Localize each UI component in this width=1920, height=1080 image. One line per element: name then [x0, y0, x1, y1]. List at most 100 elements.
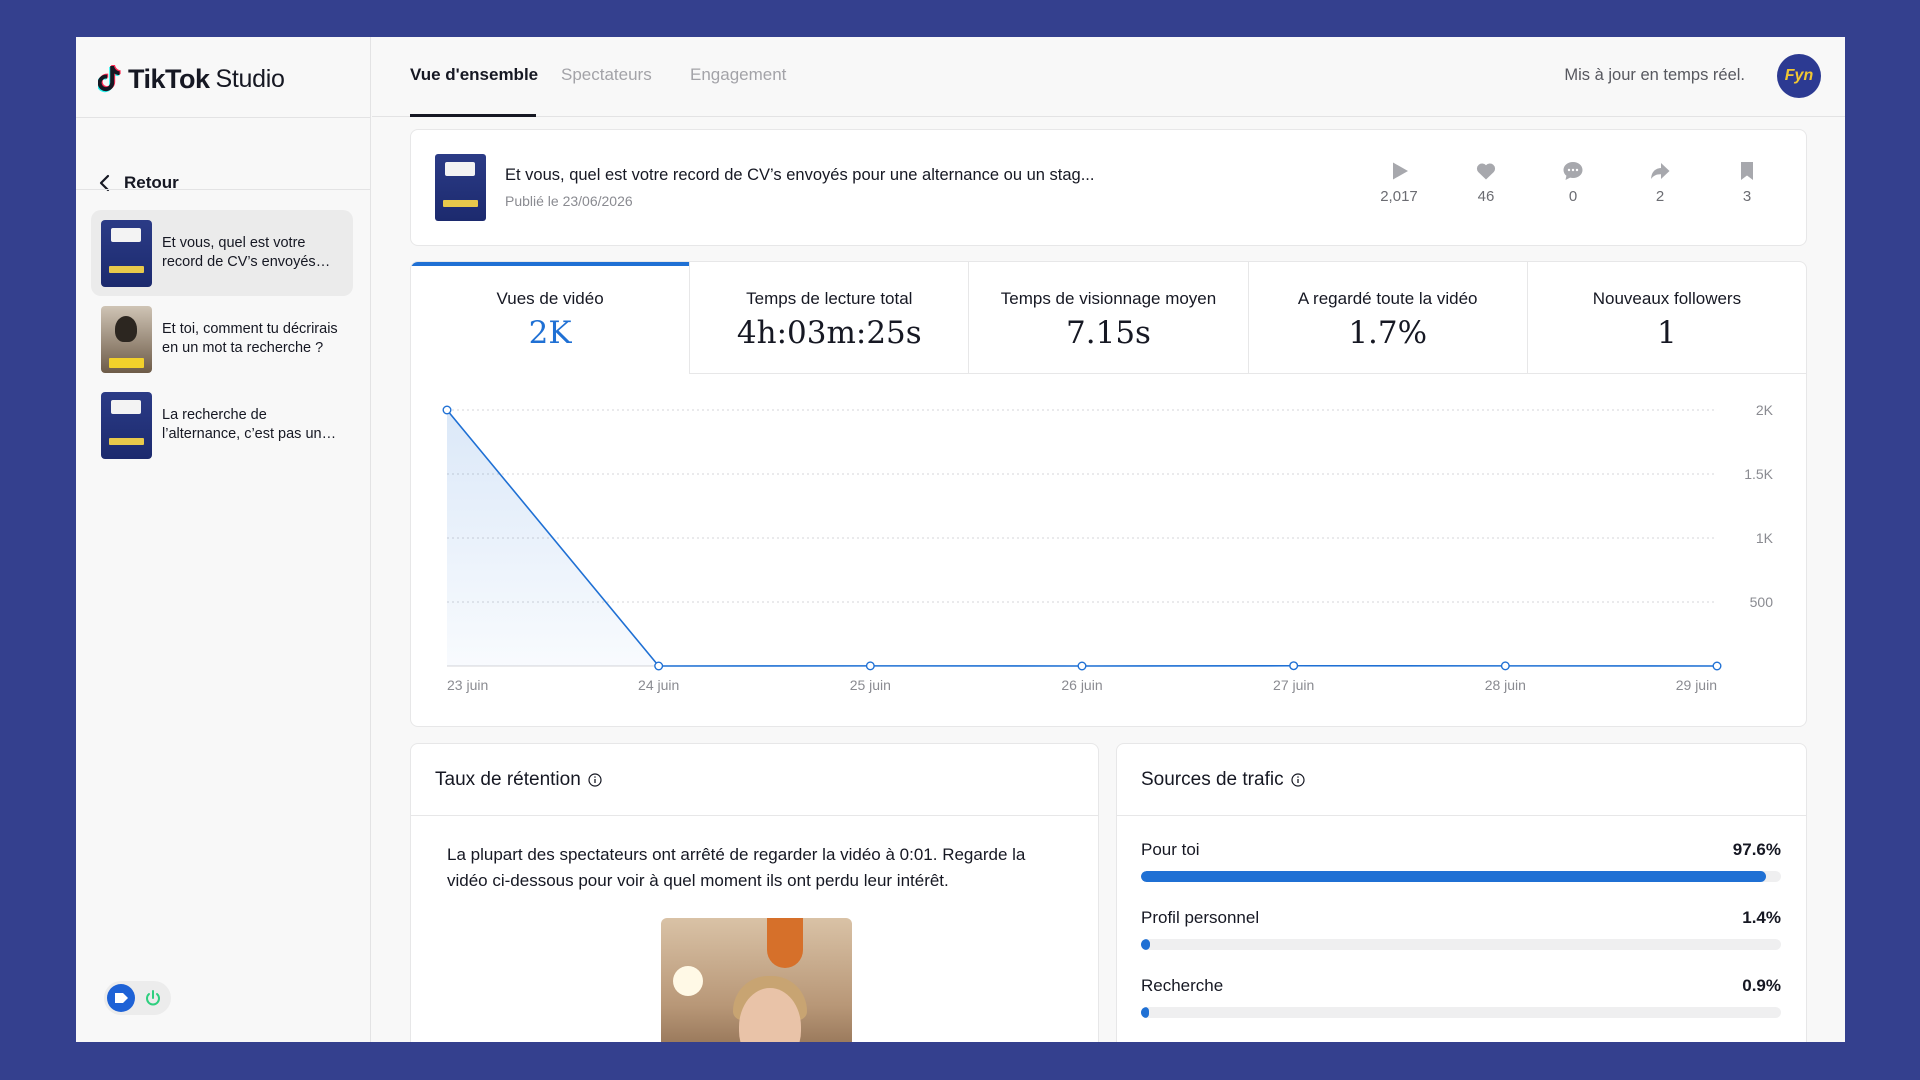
chart-x-tick-label: 24 juin: [638, 677, 679, 693]
traffic-bar-track: [1141, 871, 1781, 882]
views-stat: 2,017: [1369, 160, 1429, 206]
chart-area: [447, 410, 1717, 666]
retention-title: Taux de rétention: [435, 768, 581, 790]
power-icon[interactable]: [141, 986, 165, 1010]
chart-data-point: [654, 661, 664, 671]
extension-toolbar: [104, 981, 171, 1015]
traffic-bar-track: [1141, 1007, 1781, 1018]
metric-new-followers[interactable]: Nouveaux followers 1: [1527, 262, 1806, 374]
chart-y-tick-label: 1.5K: [1744, 466, 1773, 482]
post-date: Publié le 23/06/2026: [505, 193, 633, 209]
video-list-item[interactable]: Et toi, comment tu décrirais en un mot t…: [91, 296, 353, 382]
share-icon: [1651, 163, 1670, 179]
extension-icon[interactable]: [107, 984, 135, 1012]
chart-y-tick-label: 1K: [1756, 530, 1774, 546]
video-thumbnail: [101, 305, 152, 373]
tab-engagement[interactable]: Engagement: [690, 65, 787, 84]
metric-value: 1: [1657, 315, 1677, 351]
chevron-left-icon: [99, 174, 110, 192]
video-title: Et toi, comment tu décrirais en un mot t…: [162, 321, 338, 356]
tab-viewers[interactable]: Spectateurs: [561, 65, 652, 84]
chart-x-tick-label: 28 juin: [1485, 677, 1526, 693]
metric-total-play-time[interactable]: Temps de lecture total 4h:03m:25s: [690, 262, 970, 374]
heart-icon: [1476, 163, 1496, 180]
metric-watched-full-video[interactable]: A regardé toute la vidéo 1.7%: [1248, 262, 1528, 374]
metric-value: 7.15s: [1066, 315, 1151, 351]
traffic-source-row: Recherche 0.9%: [1141, 976, 1781, 1018]
chart-x-tick-label: 29 juin: [1676, 677, 1717, 693]
video-frame-lamp-shade: [767, 918, 803, 968]
video-title: Et vous, quel est votre record de CV’s e…: [162, 235, 316, 270]
retention-header: Taux de rétention: [411, 744, 1098, 816]
tiktok-studio-logo[interactable]: TikTok Studio: [98, 61, 285, 97]
traffic-bar-track: [1141, 939, 1781, 950]
app-window: TikTok Studio Retour Et vous, quel est v…: [76, 37, 1845, 1042]
video-frame-lamp: [673, 966, 703, 996]
traffic-title: Sources de trafic: [1141, 768, 1284, 790]
back-button[interactable]: Retour: [98, 173, 179, 193]
brand-name: TikTok: [128, 63, 210, 94]
chart-x-tick-label: 26 juin: [1061, 677, 1102, 693]
play-icon: [1393, 162, 1408, 180]
sidebar-divider: [76, 117, 371, 118]
chart-data-point: [1077, 661, 1087, 671]
chart-data-point: [865, 661, 875, 671]
retention-description: La plupart des spectateurs ont arrêté de…: [447, 845, 1026, 890]
traffic-header: Sources de trafic: [1117, 744, 1806, 816]
chart-y-tick-label: 500: [1750, 594, 1774, 610]
comments-count: 0: [1568, 188, 1578, 205]
traffic-bar-fill: [1141, 871, 1766, 882]
avatar[interactable]: Fyn: [1777, 54, 1821, 98]
shares-count: 2: [1655, 188, 1665, 205]
tiktok-logo-icon: [98, 65, 121, 93]
metric-video-views[interactable]: Vues de vidéo 2K: [411, 262, 691, 374]
metric-value: 4h:03m:25s: [736, 315, 922, 351]
metric-label: A regardé toute la vidéo: [1297, 289, 1478, 308]
play-badge-icon: [115, 993, 128, 1003]
likes-count: 46: [1477, 188, 1495, 205]
retention-card: Taux de rétention La plupart des spectat…: [410, 743, 1099, 1042]
likes-stat: 46: [1456, 160, 1516, 206]
traffic-source-label: Profil personnel: [1141, 908, 1260, 927]
retention-video-player[interactable]: [661, 918, 852, 1042]
realtime-status: Mis à jour en temps réel.: [1564, 66, 1745, 84]
traffic-source-percent: 1.4%: [1742, 908, 1781, 927]
video-list-item[interactable]: Et vous, quel est votre record de CV’s e…: [91, 210, 353, 296]
metrics-tabs: Vues de vidéo 2K Temps de lecture total …: [411, 262, 1806, 374]
chart-x-tick-label: 25 juin: [850, 677, 891, 693]
metric-label: Temps de visionnage moyen: [1000, 289, 1217, 308]
traffic-source-label: Pour toi: [1141, 840, 1200, 859]
post-thumbnail[interactable]: [435, 154, 486, 221]
shares-stat: 2: [1630, 160, 1690, 206]
metric-label: Nouveaux followers: [1592, 289, 1742, 308]
metrics-card: Vues de vidéo 2K Temps de lecture total …: [410, 261, 1807, 727]
active-tab-indicator: [410, 114, 536, 117]
chart-data-point: [442, 405, 452, 415]
metric-label: Temps de lecture total: [746, 289, 913, 308]
post-summary-card: Et vous, quel est votre record de CV’s e…: [410, 129, 1807, 246]
video-thumbnail: [101, 219, 152, 287]
traffic-sources-card: Sources de trafic Pour toi 97.6% Profil …: [1116, 743, 1807, 1042]
traffic-bar-fill: [1141, 939, 1150, 950]
chart-data-point: [1712, 661, 1722, 671]
saves-stat: 3: [1717, 160, 1777, 206]
video-title: La recherche de l’alternance, c’est pas …: [162, 407, 322, 442]
video-list-item[interactable]: La recherche de l’alternance, c’est pas …: [91, 382, 353, 468]
traffic-source-percent: 0.9%: [1742, 976, 1781, 995]
traffic-source-row: Profil personnel 1.4%: [1141, 908, 1781, 950]
bookmark-icon: [1741, 162, 1753, 180]
metric-average-watch-time[interactable]: Temps de visionnage moyen 7.15s: [969, 262, 1249, 374]
info-icon[interactable]: [1290, 772, 1305, 787]
product-name: Studio: [215, 64, 285, 93]
traffic-source-percent: 97.6%: [1732, 840, 1781, 859]
tab-overview[interactable]: Vue d'ensemble: [410, 65, 539, 84]
metric-value: 2K: [528, 315, 572, 351]
metric-label: Vues de vidéo: [496, 289, 604, 308]
comments-stat: 0: [1543, 160, 1603, 206]
video-frame-face: [739, 988, 801, 1042]
video-thumbnail: [101, 391, 152, 459]
traffic-source-label: Recherche: [1141, 976, 1224, 995]
views-chart: 500 1K 1.5K 2K 23 juin 24 juin 25 juin 26 juin 2…: [442, 402, 1774, 693]
info-icon[interactable]: [588, 772, 602, 787]
sidebar-divider: [76, 189, 371, 190]
